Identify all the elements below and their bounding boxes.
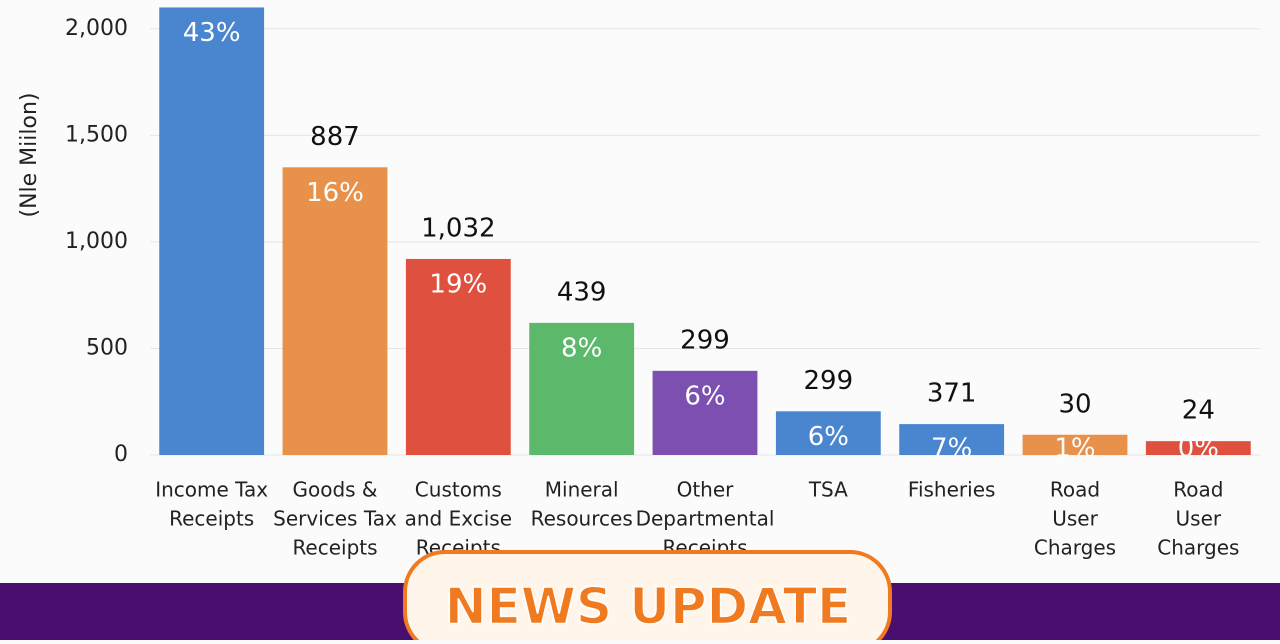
percent-label: 19% — [429, 269, 487, 299]
y-tick-label: 0 — [114, 442, 128, 467]
x-tick-label: Services Tax — [273, 507, 397, 531]
percent-label: 8% — [561, 333, 602, 363]
data-label: 1,032 — [421, 213, 495, 243]
y-tick-label: 500 — [86, 335, 128, 360]
bar — [282, 167, 388, 455]
banner-text: NEWS UPDATE — [445, 578, 851, 636]
percent-label: 1% — [1054, 434, 1095, 464]
y-tick-label: 1,500 — [65, 122, 128, 147]
x-tick-label: User — [1052, 507, 1098, 531]
x-tick-label: Customs — [415, 478, 502, 502]
x-tick-label: Resources — [531, 507, 633, 531]
percent-label: 43% — [183, 18, 241, 48]
percent-label: 6% — [684, 381, 725, 411]
y-tick-label: 1,000 — [65, 229, 128, 254]
bar — [652, 370, 758, 455]
data-label: 299 — [680, 325, 730, 355]
x-tick-label: TSA — [808, 478, 848, 502]
plot: 0 500 1,000 1,500 2,000 Income Tax Receipts 43%… — [65, 7, 1260, 560]
data-label: 30 — [1058, 389, 1091, 419]
x-tick-label: Mineral — [545, 478, 619, 502]
percent-label: 16% — [306, 178, 364, 208]
x-tick-label: Receipts — [292, 536, 377, 560]
y-axis-title: (Nle Miilon) — [17, 93, 42, 218]
x-tick-label: Charges — [1157, 536, 1239, 560]
x-tick-label: and Excise — [405, 507, 512, 531]
x-tick-label: Income Tax — [155, 478, 268, 502]
percent-label: 0% — [1178, 434, 1219, 464]
data-label: 887 — [310, 122, 360, 152]
x-tick-label: Other — [677, 478, 735, 502]
x-tick-label: Road — [1050, 478, 1100, 502]
x-tick-label: Goods & — [292, 478, 377, 502]
data-label: 24 — [1182, 396, 1215, 426]
x-tick-label: Receipts — [169, 507, 254, 531]
x-tick-label: Departmental — [636, 507, 775, 531]
bar — [775, 411, 881, 455]
banner-pill — [403, 550, 892, 644]
data-label: 371 — [927, 379, 977, 409]
bar — [529, 322, 635, 455]
x-tick-label: Road — [1173, 478, 1223, 502]
percent-label: 7% — [931, 434, 972, 464]
x-tick-label: Charges — [1034, 536, 1116, 560]
percent-label: 6% — [808, 422, 849, 452]
data-label: 299 — [804, 366, 854, 396]
y-tick-label: 2,000 — [65, 16, 128, 41]
bar — [159, 7, 265, 456]
bar — [1145, 441, 1251, 455]
data-label: 439 — [557, 277, 607, 307]
x-tick-label: Fisheries — [908, 478, 996, 502]
x-tick-label: User — [1176, 507, 1222, 531]
bar — [899, 424, 1005, 455]
bar — [1022, 434, 1128, 455]
bar — [405, 258, 511, 455]
